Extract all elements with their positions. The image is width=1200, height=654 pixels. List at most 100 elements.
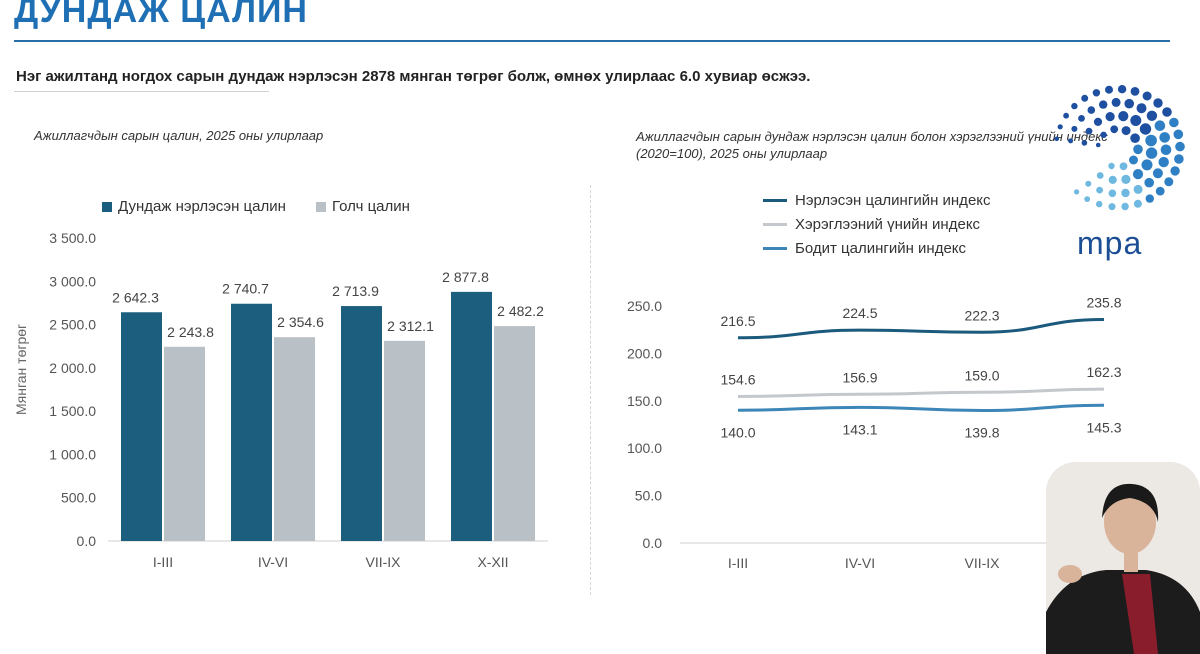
logo-dot [1133,184,1143,194]
data-label: 162.3 [1086,364,1121,380]
logo-dot [1095,142,1101,148]
logo-dot [1173,129,1184,140]
data-label: 2 642.3 [112,289,159,305]
logo-dot [1108,203,1116,211]
logo-dot [1110,125,1119,134]
logo-dot [1096,172,1104,179]
chart-divider [590,185,591,595]
data-label: 2 312.1 [387,318,434,334]
data-label: 235.8 [1086,294,1121,310]
logo-dot [1087,106,1096,114]
logo-dot [1174,154,1184,164]
logo-dot [1133,199,1142,208]
legend-item-nominal-index: Нэрлэсэн цалингийн индекс [763,188,991,212]
logo-dot [1099,100,1108,109]
logo-dot [1139,123,1152,135]
x-tick-label: VII-IX [964,555,1000,571]
x-tick-label: VII-IX [365,554,401,570]
y-tick-label: 500.0 [61,490,96,506]
bar-mean-wage [121,312,162,541]
data-label: 2 243.8 [167,324,214,340]
logo-dot [1100,131,1107,138]
legend-label: Голч цалин [332,198,410,215]
data-label: 2 482.2 [497,303,544,319]
logo-dot [1175,141,1185,152]
data-label: 140.0 [720,424,755,440]
logo-dot [1155,186,1165,196]
legend-item-cpi: Хэрэглээний үнийн индекс [763,212,991,236]
legend-swatch-nominal [763,198,787,202]
logo-dot [1078,115,1085,122]
logo-dot [1145,134,1157,147]
logo-dot [1121,188,1130,198]
logo-dot [1068,138,1074,144]
line-cpi [737,387,1105,398]
logo-dot [1063,112,1069,119]
logo-dot [1129,155,1138,165]
bar-mean-wage [231,303,272,541]
data-label: 139.8 [964,424,999,440]
logo-dot [1152,168,1163,179]
data-label: 216.5 [720,313,755,329]
bar-mean-wage [451,291,492,541]
data-label: 154.6 [720,371,755,387]
logo-dot [1136,103,1147,114]
logo-dot [1074,189,1080,195]
y-tick-label: 150.0 [627,393,662,409]
bar-median-wage [164,346,205,541]
x-tick-label: IV-VI [258,554,288,570]
logo-dot [1092,89,1101,97]
y-tick-label: 0.0 [77,533,97,549]
headline-underline [14,91,269,92]
logo-dot [1121,126,1131,136]
logo-dot [1117,85,1127,94]
x-tick-label: X-XII [477,554,508,570]
bar-median-wage [384,340,425,541]
logo-dot [1130,133,1140,143]
legend-label: Хэрэглээний үнийн индекс [795,215,981,233]
logo-dot [1085,127,1093,135]
logo-dot [1105,112,1115,122]
legend-swatch-dark [102,201,112,212]
x-tick-label: I-III [728,555,748,571]
logo-dot [1159,132,1170,143]
logo-dot [1108,162,1115,170]
legend-item-real-index: Бодит цалингийн индекс [763,236,991,260]
data-label: 143.1 [842,421,877,437]
y-tick-label: 3 000.0 [49,273,96,289]
logo-dot [1096,186,1103,194]
logo-dot [1146,110,1158,121]
legend-swatch-real [763,246,787,250]
bar-chart-legend: Дундаж нэрлэсэн цалин Голч цалин [102,198,436,216]
logo-dot [1141,159,1153,171]
legend-item-mean-wage: Дундаж нэрлэсэн цалин [102,198,286,215]
logo-dot [1170,166,1180,176]
y-tick-label: 2 000.0 [49,360,96,376]
y-tick-label: 0.0 [643,535,663,551]
logo-dot [1124,98,1134,109]
data-label: 222.3 [964,307,999,323]
x-tick-label: I-III [153,554,173,570]
data-label: 2 740.7 [222,281,269,297]
logo-dot [1142,91,1152,101]
y-tick-label: 1 500.0 [49,403,96,419]
legend-swatch-cpi [763,222,787,226]
slide-title: ДУНДАЖ ЦАЛИН [14,0,308,30]
logo-dot [1105,85,1113,94]
logo-dot [1118,111,1129,122]
logo-dot [1071,102,1078,110]
logo-dot [1096,200,1103,208]
logo-dot [1081,140,1088,146]
x-tick-label: IV-VI [845,555,875,571]
logo-dot [1162,107,1172,117]
legend-label: Дундаж нэрлэсэн цалин [118,198,286,215]
line-nominal-index [737,317,1105,340]
logo-dot [1144,177,1154,188]
line-real-index [737,403,1105,412]
data-label: 224.5 [842,305,877,321]
legend-item-median-wage: Голч цалин [316,198,410,215]
logo-dot [1153,98,1163,108]
logo-dot [1119,162,1128,171]
logo-dot [1057,124,1063,130]
data-label: 2 354.6 [277,314,324,330]
